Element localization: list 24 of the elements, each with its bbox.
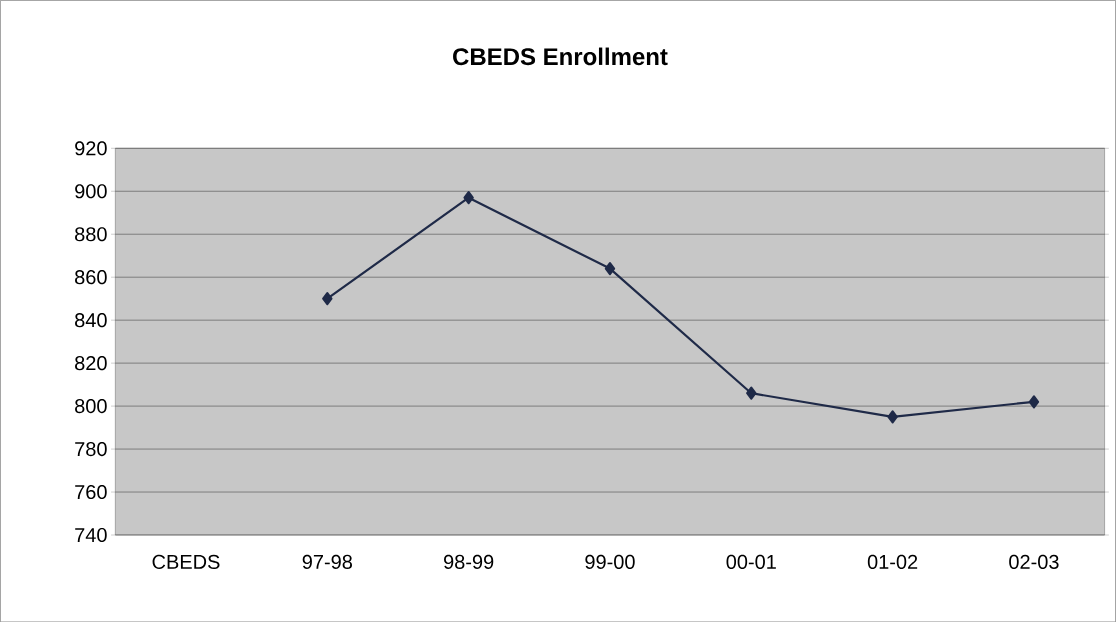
y-tick-label: 800 [75,398,107,413]
y-tick-label: 920 [75,141,107,156]
x-tick-label: 98-99 [444,554,494,569]
chart-title: CBEDS Enrollment [453,47,668,65]
y-tick-label: 900 [75,184,107,199]
x-tick-label: 99-00 [585,554,635,569]
y-tick-label: 860 [75,269,107,285]
point [1028,395,1040,409]
x-tick-label: 00-01 [726,554,776,569]
y-tick-label: 880 [75,226,107,242]
y-tick-label: 760 [75,484,107,499]
y-tick-label: 740 [75,527,107,542]
point [746,386,757,400]
y-tick-label: 840 [75,312,107,328]
y-tick-label: 820 [75,355,107,371]
x-tick-label: CBEDS [152,554,220,569]
y-tick-label: 780 [75,441,107,456]
x-tick-label: 02-03 [1009,554,1059,569]
point [887,410,898,424]
point [604,261,616,276]
x-tick-label: 97-98 [302,554,352,569]
point [463,190,474,205]
point [322,291,333,306]
x-tick-label: 01-02 [867,554,918,569]
